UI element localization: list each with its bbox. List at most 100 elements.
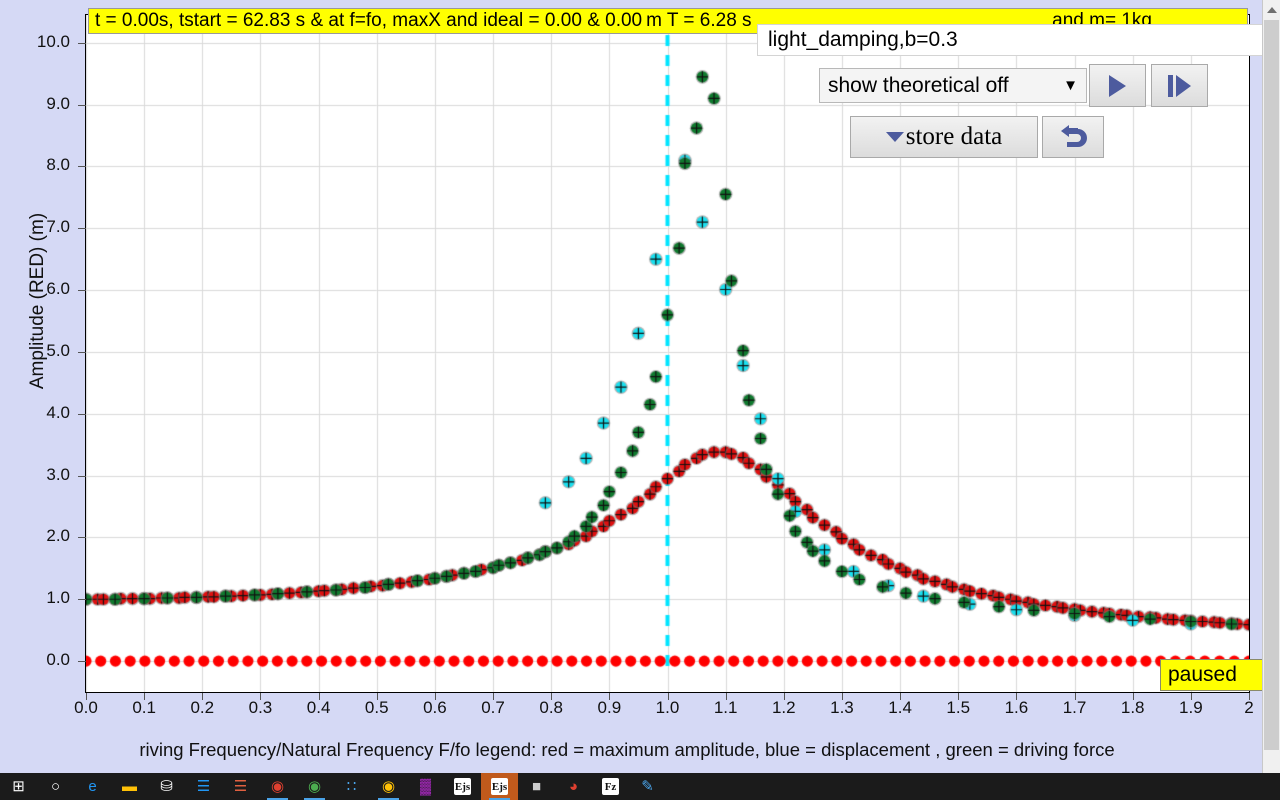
x-tick-mark [725,693,727,700]
x-tick-label: 0.1 [132,698,156,717]
vertical-scrollbar[interactable] [1262,0,1280,773]
x-tick-label: 0.3 [248,698,273,717]
windows-taskbar[interactable]: ⊞ ○ e ▬ ⛁ ☰ ☰ ◉ ◉ ∷ ◉ ▓ Ejs Ejs ■ ◕ Fz ✎ [0,773,1280,800]
cortana-search-icon[interactable]: ○ [37,773,74,800]
ejs-icon-2[interactable]: Ejs [481,773,518,800]
store-icon-glyph: ⛁ [160,778,173,795]
chrome-icon-3[interactable]: ◉ [370,773,407,800]
chart-title-label: light_damping,b=0.3 [757,24,1273,56]
libreoffice-writer-icon-glyph: ☰ [196,778,211,795]
x-axis-label: riving Frequency/Natural Frequency F/fo … [139,739,1115,760]
edge-browser-icon-glyph: e [88,778,97,795]
x-tick-mark [551,693,553,700]
terminal-icon[interactable]: ■ [518,773,555,800]
apps-grid-icon-glyph: ∷ [346,778,357,795]
chrome-icon-2[interactable]: ◉ [296,773,333,800]
y-tick-mark [78,228,86,230]
status-badge-label: paused [1168,663,1237,686]
editor-icon[interactable]: ✎ [629,773,666,800]
x-tick-mark [841,693,843,700]
application-window: Amplitude (RED) (m) 0.0 1.0 2.0 3.0 4.0 5.0 6.… [27,0,1280,773]
x-tick-mark [958,693,960,700]
editor-icon-glyph: ✎ [641,778,654,795]
taskbar-running-indicator [378,798,399,800]
x-tick-mark [376,693,378,700]
x-tick-label: 1.6 [1004,698,1029,717]
terminal-icon-glyph: ■ [531,778,542,795]
file-explorer-icon-glyph: ▬ [122,778,137,795]
up-arrow-icon [1266,6,1277,13]
x-tick-label: 0.7 [481,698,505,717]
y-tick-mark [78,351,86,353]
edge-browser-icon[interactable]: e [74,773,111,800]
y-tick-mark [78,42,86,44]
x-tick-mark [86,693,87,700]
libreoffice-impress-icon[interactable]: ☰ [222,773,259,800]
y-tick-label: 10.0 [36,31,70,51]
store-icon[interactable]: ⛁ [148,773,185,800]
scroll-up-button[interactable] [1264,2,1279,17]
x-tick-mark [144,693,146,700]
reset-button[interactable] [1042,116,1104,158]
y-tick-mark [78,475,86,477]
libreoffice-writer-icon[interactable]: ☰ [185,773,222,800]
chart-title-text: light_damping,b=0.3 [768,28,958,51]
y-tick-label: 0.0 [46,650,70,670]
y-tick-label: 2.0 [46,526,70,546]
status-badge: paused [1160,659,1268,691]
filezilla-icon[interactable]: Fz [592,773,629,800]
y-tick-mark [78,599,86,601]
chrome-icon[interactable]: ◉ [259,773,296,800]
y-tick-label: 7.0 [46,217,70,237]
cortana-search-icon-glyph: ○ [50,778,61,795]
store-data-button[interactable]: store data [850,116,1038,158]
chevron-down-icon: ▼ [1063,77,1078,94]
paint-icon-glyph: ◕ [568,778,579,795]
y-tick-label: 5.0 [46,340,70,360]
taskbar-running-indicator [304,798,325,800]
x-tick-mark [783,693,785,700]
scrollbar-thumb[interactable] [1264,20,1279,750]
start-button[interactable]: ⊞ [0,773,37,800]
apps-grid-icon[interactable]: ∷ [333,773,370,800]
x-tick-label: 0.2 [190,698,215,717]
taskbar-running-indicator [489,798,510,800]
file-explorer-icon[interactable]: ▬ [111,773,148,800]
libreoffice-impress-icon-glyph: ☰ [233,778,248,795]
x-tick-label: 1.5 [946,698,971,717]
play-icon [1109,74,1126,97]
x-tick-mark [493,693,495,700]
x-tick-mark [609,693,611,700]
filezilla-icon-label: Fz [602,778,619,795]
play-button[interactable] [1089,64,1146,107]
x-tick-label: 0.6 [423,698,447,717]
x-tick-label: 1.1 [713,698,738,717]
message-segment-left: t = 0.00s, tstart = 62.83 s & at f=fo, m… [95,10,643,31]
x-tick-label: 2 [1244,698,1254,717]
x-tick-label: 1.0 [655,698,680,717]
vlc-or-media-icon[interactable]: ▓ [407,773,444,800]
y-tick-label: 8.0 [46,155,70,175]
start-button-glyph: ⊞ [12,778,25,795]
ejs-icon-2-label: Ejs [491,778,508,795]
y-tick-mark [78,166,86,168]
x-tick-label: 1.7 [1062,698,1087,717]
y-tick-label: 3.0 [46,464,70,484]
x-tick-mark [260,693,262,700]
ejs-icon-1[interactable]: Ejs [444,773,481,800]
x-tick-mark [1132,693,1134,700]
x-tick-label: 0.8 [539,698,563,717]
chrome-icon-3-glyph: ◉ [381,778,396,795]
y-tick-mark [78,537,86,539]
y-tick-label: 4.0 [46,402,70,422]
show-theoretical-value: show theoretical off [828,73,1009,97]
y-tick-label: 1.0 [46,588,70,608]
x-tick-mark [1190,693,1192,700]
show-theoretical-select[interactable]: show theoretical off ▼ [819,68,1087,103]
step-button[interactable] [1151,64,1208,107]
x-tick-mark [318,693,320,700]
paint-icon[interactable]: ◕ [555,773,592,800]
x-tick-mark [1016,693,1018,700]
y-tick-mark [78,104,86,106]
store-data-label: store data [905,123,1003,150]
